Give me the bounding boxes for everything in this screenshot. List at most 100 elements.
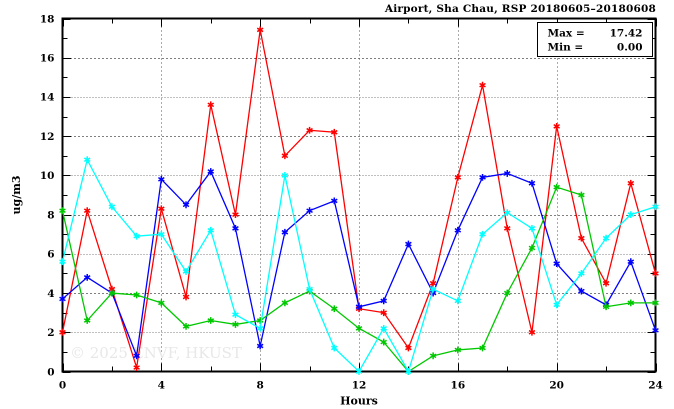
axis-ticks [62,18,658,374]
series-green-marker [59,207,66,215]
legend-box: Max = 17.42 Min = 0.00 [536,21,654,58]
y-tick-label: 8 [47,209,54,221]
series-red-marker [182,293,190,301]
series-green-marker [454,346,462,354]
watermark: © 2025 ENVF, HKUST [70,344,242,362]
series-cyan-marker [59,258,66,266]
series-green-marker [281,299,289,307]
legend-min-label: Min = [548,42,584,54]
series-red-marker [256,26,264,34]
series-green-marker [380,338,388,346]
x-tick-label: 12 [352,380,367,392]
series-red-marker [602,279,610,287]
series-blue-marker [59,295,66,303]
legend-max-value: 17.42 [610,28,643,40]
series-green-marker [627,299,635,307]
series-cyan-marker [355,368,363,375]
series-cyan-marker [306,285,313,293]
series-blue-marker [528,179,536,187]
series-cyan-marker [232,311,239,319]
series-green-marker [330,305,338,313]
y-tick-label: 12 [40,131,55,143]
series-green-marker [652,299,659,307]
series-blue-marker [330,197,338,205]
series-red-marker [158,205,165,213]
series-blue [59,168,659,360]
series-blue-marker [627,258,635,266]
series-cyan-marker [83,156,91,164]
series-green-marker [553,183,560,191]
series-red-marker [83,207,91,215]
series-cyan-marker [380,324,388,332]
series-red-marker [133,364,140,371]
x-tick-label: 4 [158,380,165,392]
series-green-marker [182,322,190,330]
x-tick-label: 16 [451,380,466,392]
x-axis-title: Hours [340,395,378,408]
series-red-marker [479,81,486,89]
series-green-marker [429,352,437,360]
series-cyan-marker [627,211,635,219]
series-green-marker [528,244,536,252]
y-tick-label: 2 [47,327,54,339]
series-cyan-marker [158,230,165,238]
series-blue-marker [405,240,412,248]
watermark-label: © 2025 ENVF, HKUST [70,344,242,362]
series-red-marker [59,328,66,336]
series-red-marker [232,211,239,219]
axis-titles: Hours ug/m3 [10,176,378,408]
series-cyan-marker [479,230,486,238]
series-green-marker [158,299,165,307]
series-red-marker [454,173,462,181]
series-green-marker [355,324,363,332]
y-tick-label: 16 [40,53,55,65]
series-cyan-marker [454,297,462,305]
series-blue-marker [503,170,511,177]
series-green-marker [602,303,610,311]
series-cyan-marker [429,285,437,293]
series-blue-marker [454,226,462,234]
legend-min-value: 0.00 [617,42,643,54]
series-red-marker [503,224,511,232]
series-blue-marker [652,326,659,334]
series-red-marker [528,328,536,336]
series-red-marker [652,270,659,277]
y-tick-label: 14 [40,92,55,104]
series-cyan-marker [503,209,511,217]
y-tick-label: 10 [40,170,55,182]
series-blue-marker [578,287,585,295]
series-blue-marker [158,175,165,183]
series-red-marker [207,101,215,109]
series-cyan-marker [256,324,264,332]
y-tick-label: 18 [40,13,55,25]
series-blue-marker [355,303,363,311]
series-red-marker [429,279,437,287]
series-red-marker [627,179,635,187]
series-blue-marker [553,260,560,268]
series-green-marker [232,321,239,328]
series-green-marker [83,317,91,324]
series-green-marker [108,289,116,297]
x-tick-label: 8 [257,380,264,392]
page-title: Airport, Sha Chau, RSP 20180605–20180608 [384,3,656,15]
series-cyan-marker [133,232,140,240]
series-red [59,26,659,371]
series-cyan-marker [652,203,659,211]
series-green-marker [578,191,585,199]
series-green-marker [479,344,486,352]
series-cyan-marker [281,171,289,179]
series-blue-marker [232,224,239,232]
series-blue-marker [479,173,486,181]
x-tick-label: 0 [59,380,66,392]
series-red-marker [306,126,313,134]
series-green-marker [207,317,215,324]
series-cyan-marker [602,234,610,242]
y-tick-label: 6 [47,249,54,261]
series-red-marker [380,309,388,317]
series-green-marker [133,291,140,299]
series-cyan-marker [553,301,560,309]
series-red-marker [281,152,289,160]
series-cyan-marker [330,344,338,352]
